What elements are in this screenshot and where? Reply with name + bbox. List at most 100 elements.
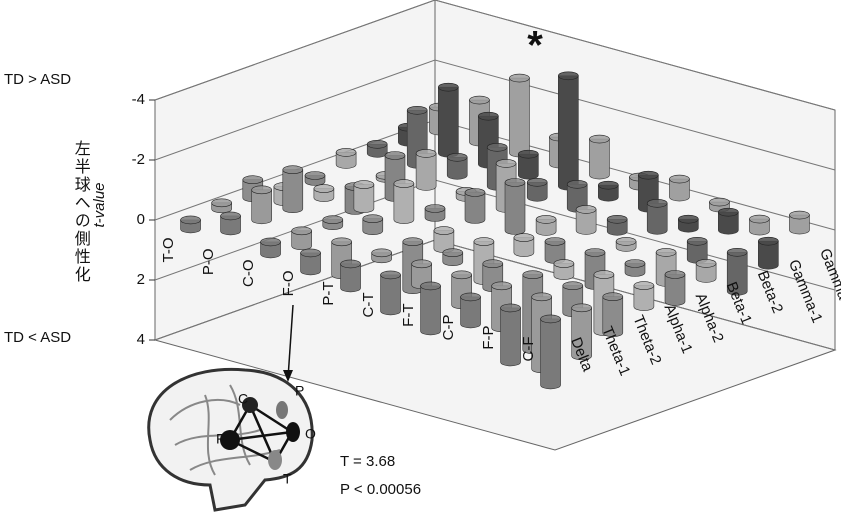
bar-cap: [438, 83, 458, 91]
bar-cap: [372, 249, 392, 257]
node-label: T: [283, 471, 292, 487]
bar-cap: [536, 215, 556, 223]
bar-cap: [403, 238, 423, 246]
bar: [252, 190, 272, 224]
node-label: C: [238, 391, 248, 407]
bar-cap: [656, 248, 676, 256]
bar-cap: [407, 106, 427, 114]
bar-cap: [567, 180, 587, 188]
bar: [381, 275, 401, 315]
chart: -4-2024T-OP-OC-OF-OP-TC-TF-TC-PF-PC-FDel…: [0, 0, 841, 517]
bar-cap: [252, 186, 272, 194]
bar-cap: [514, 234, 534, 242]
bar-cap: [367, 140, 387, 148]
bar: [421, 286, 441, 335]
bar-cap: [243, 176, 263, 184]
node-label: F: [216, 431, 225, 447]
top-label: TD > ASD: [4, 71, 71, 88]
bar-cap: [261, 238, 281, 246]
bar-cap: [589, 135, 609, 143]
bar-cap: [532, 293, 552, 301]
bar-cap: [572, 304, 592, 312]
x-tick-label: F-O: [280, 271, 297, 297]
x-tick-label: C-F: [520, 337, 537, 362]
bar-cap: [496, 159, 516, 167]
y-tick-label: 0: [137, 211, 145, 228]
x-tick-label: C-T: [360, 293, 377, 318]
bar: [416, 153, 436, 190]
bar-cap: [678, 215, 698, 223]
bar-cap: [412, 260, 432, 268]
bar: [501, 308, 521, 366]
bar-cap: [341, 260, 361, 268]
bar-cap: [687, 237, 707, 245]
node-label: O: [305, 426, 316, 442]
bar-cap: [474, 238, 494, 246]
y-axis-label: t-value: [91, 182, 108, 227]
x-tick-label: P-T: [320, 282, 337, 306]
x-tick-label: T-O: [160, 238, 177, 263]
bar-cap: [478, 112, 498, 120]
bar-cap: [634, 282, 654, 290]
y-tick-label: -4: [132, 91, 145, 108]
bar: [647, 203, 667, 234]
bar-cap: [545, 238, 565, 246]
x-tick-label: C-O: [240, 260, 257, 288]
bar-cap: [461, 293, 481, 301]
bar-cap: [425, 205, 445, 213]
bar-cap: [314, 185, 334, 193]
bar-cap: [696, 259, 716, 267]
bar-cap: [789, 211, 809, 219]
bar-cap: [758, 237, 778, 245]
bar: [558, 76, 578, 190]
bar-cap: [447, 153, 467, 161]
y-tick-label: -2: [132, 151, 145, 168]
bar-cap: [354, 181, 374, 189]
bar: [461, 297, 481, 328]
bar-cap: [647, 199, 667, 207]
stat-p: P < 0.00056: [340, 481, 421, 498]
bar-cap: [181, 216, 201, 224]
bar-cap: [283, 166, 303, 174]
bar-cap: [616, 237, 636, 245]
bar-cap: [625, 260, 645, 268]
bar-cap: [416, 149, 436, 157]
bar-cap: [212, 199, 232, 207]
bar: [505, 183, 525, 235]
bar-cap: [709, 198, 729, 206]
bar-cap: [727, 248, 747, 256]
bar-cap: [669, 175, 689, 183]
bar-cap: [443, 249, 463, 257]
y-axis-label-jp: 左半球への側性化: [72, 140, 91, 284]
bar-cap: [301, 249, 321, 257]
x-tick-label: C-P: [440, 315, 457, 341]
y-tick-label: 2: [137, 271, 145, 288]
bar-cap: [541, 315, 561, 323]
bottom-label: TD < ASD: [4, 329, 71, 346]
bar-cap: [505, 179, 525, 187]
bar-cap: [469, 96, 489, 104]
bar-cap: [563, 282, 583, 290]
bar-cap: [665, 271, 685, 279]
bar-cap: [501, 304, 521, 312]
bar-cap: [594, 271, 614, 279]
bar: [283, 170, 303, 213]
bar-cap: [607, 215, 627, 223]
bar-cap: [603, 293, 623, 301]
bar: [541, 319, 561, 389]
bar-cap: [385, 152, 405, 160]
bar: [438, 87, 458, 157]
bar-cap: [292, 227, 312, 235]
bar-cap: [323, 216, 343, 224]
bar-cap: [598, 181, 618, 189]
bar-cap: [576, 205, 596, 213]
bar-cap: [749, 215, 769, 223]
bar-cap: [305, 172, 325, 180]
y-tick-label: 4: [137, 331, 145, 348]
bar: [394, 184, 414, 224]
bar: [465, 193, 485, 224]
bar-cap: [585, 249, 605, 257]
bar-cap: [554, 260, 574, 268]
bar-cap: [718, 208, 738, 216]
bar: [589, 139, 609, 179]
